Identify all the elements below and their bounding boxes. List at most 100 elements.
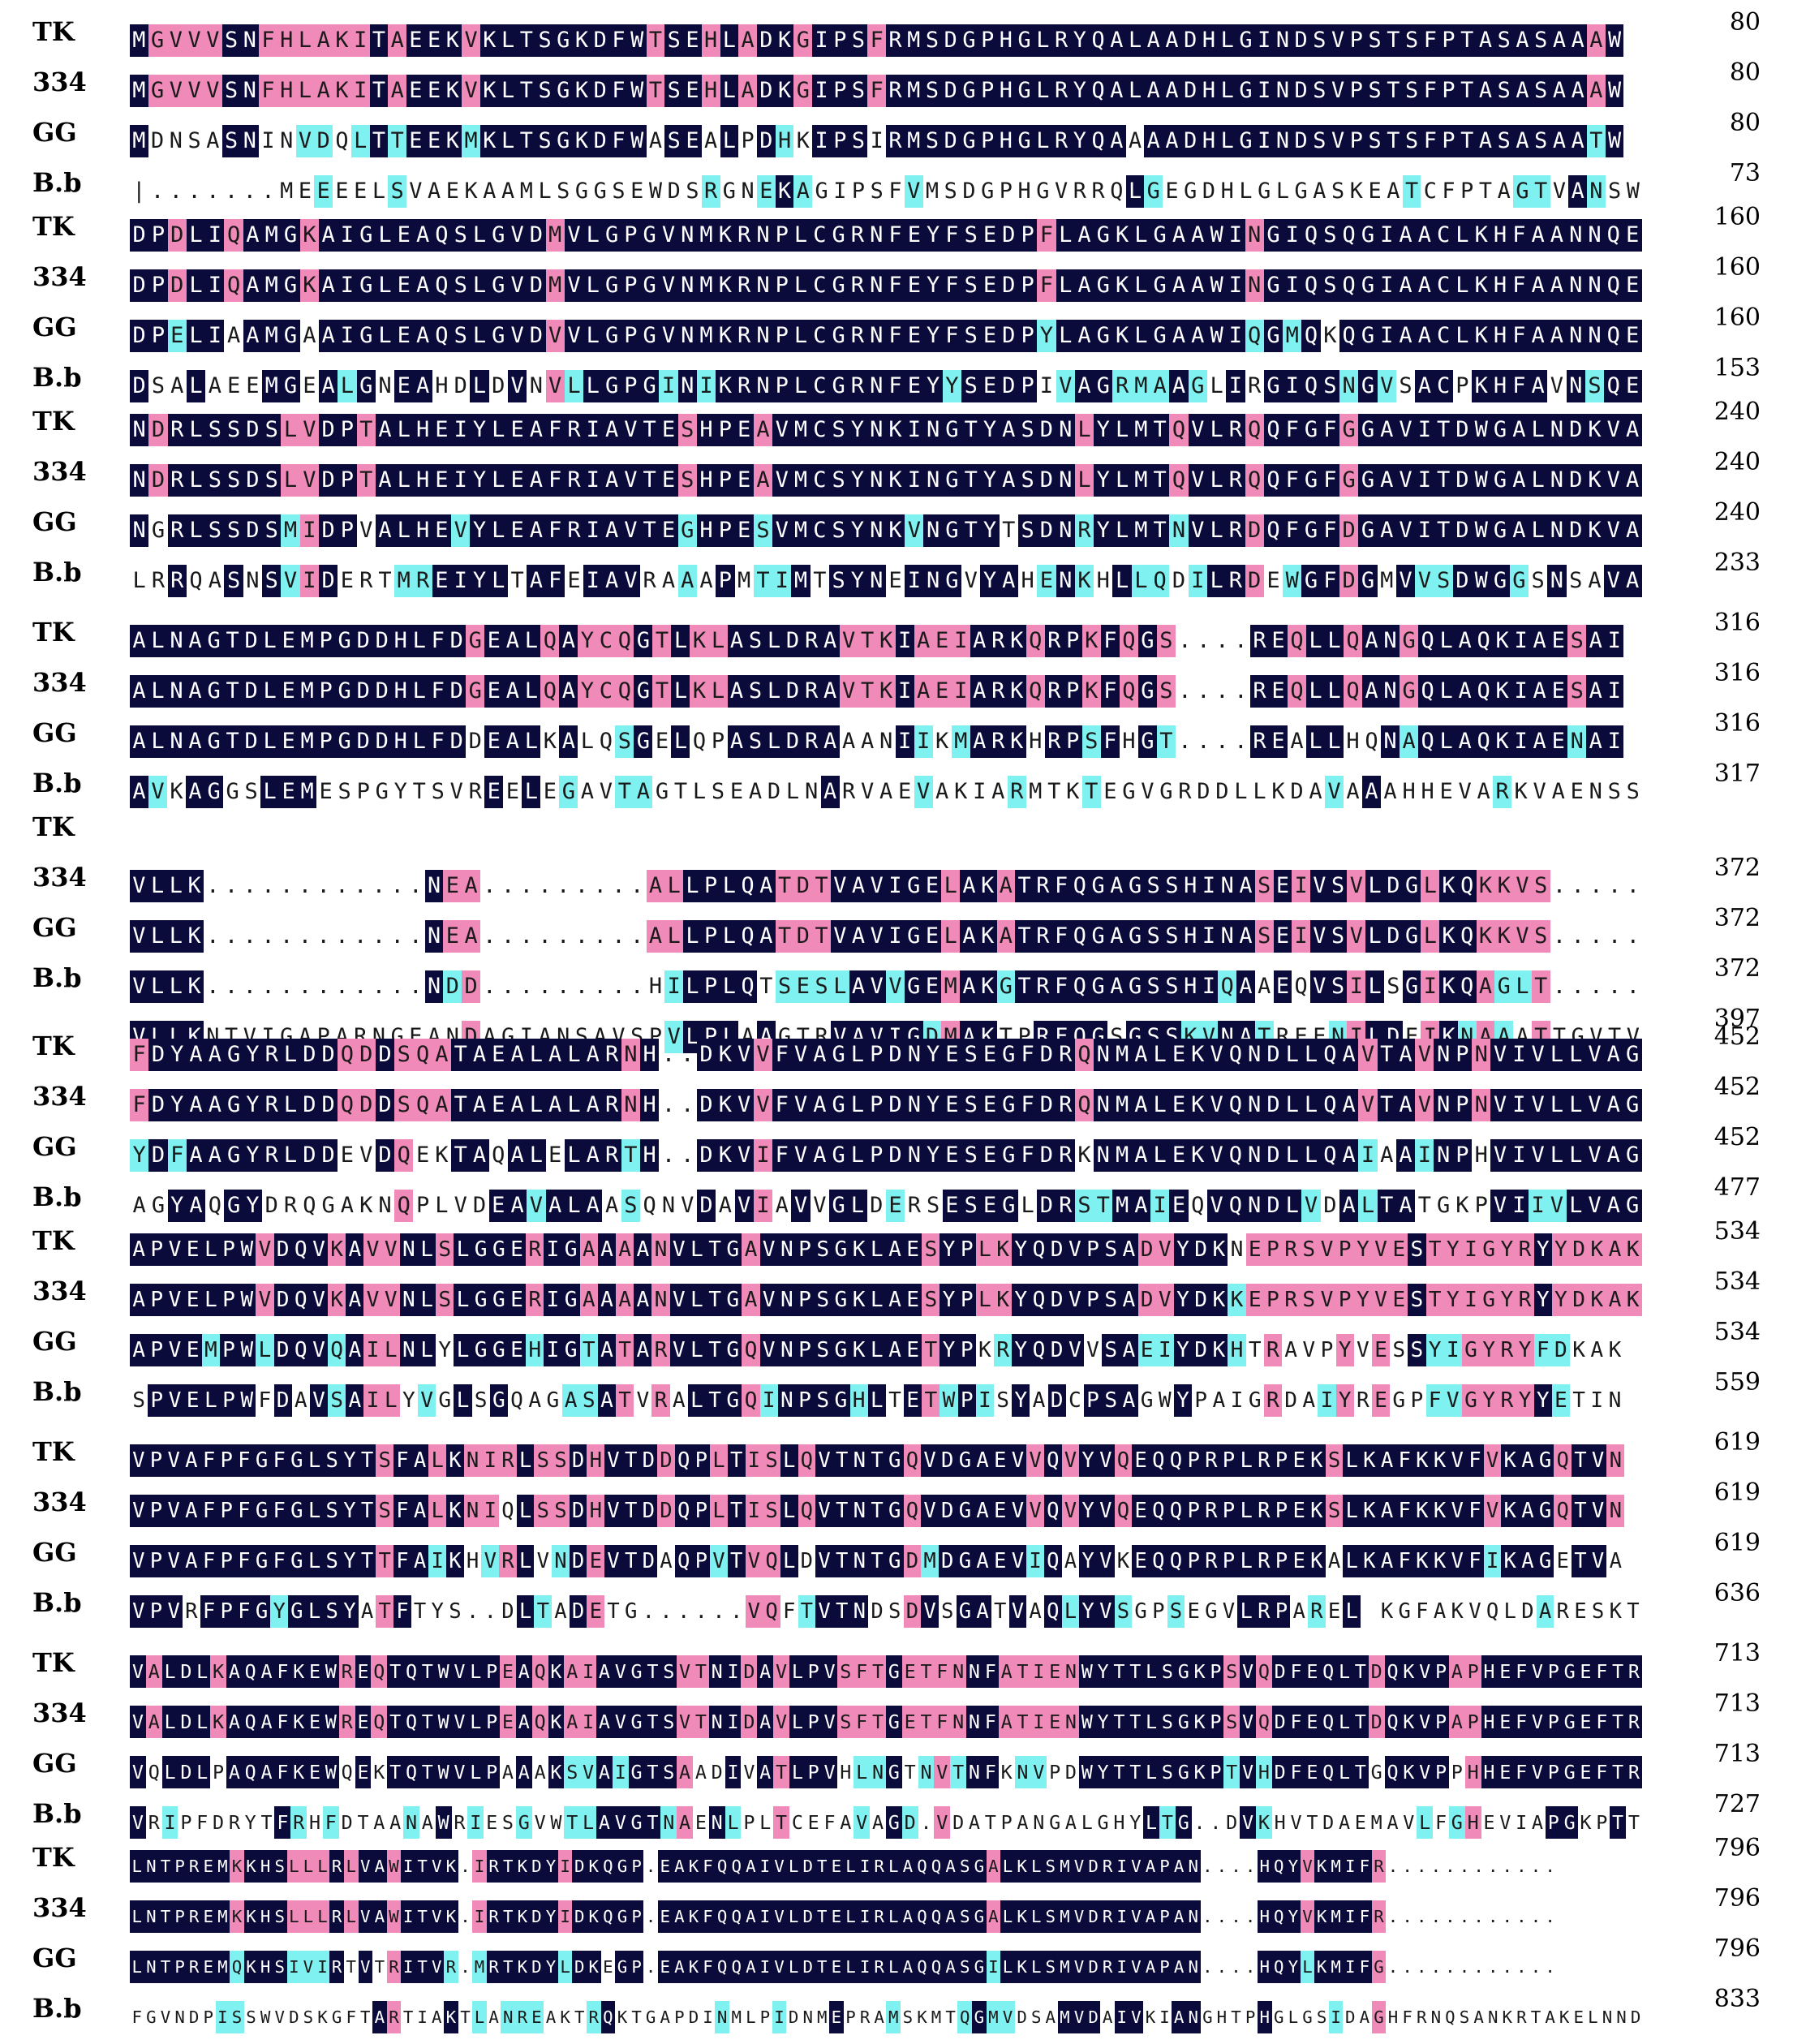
- position-number: 713: [1713, 1639, 1761, 1667]
- sequence-label: GG: [32, 717, 77, 748]
- sequence-label: B.b: [32, 768, 82, 798]
- position-number: 796: [1713, 1934, 1761, 1963]
- position-number: 477: [1713, 1173, 1761, 1202]
- sequence-label: 334: [32, 456, 87, 487]
- sequence-label: B.b: [32, 1798, 82, 1829]
- sequence-label: GG: [32, 312, 77, 342]
- sequence-label: GG: [32, 1748, 77, 1779]
- position-number: 80: [1729, 8, 1761, 37]
- sequence-label: B.b: [32, 1181, 82, 1212]
- position-number: 619: [1713, 1478, 1761, 1507]
- position-number: 160: [1713, 303, 1761, 332]
- sequence-label: 334: [32, 1081, 87, 1112]
- sequence-label: B.b: [32, 962, 82, 993]
- position-number: 160: [1713, 203, 1761, 231]
- position-number: 372: [1713, 904, 1761, 932]
- position-number: 372: [1713, 954, 1761, 983]
- sequence-row: |....... M E E E E L S V A E K A A M L S G G S E W D S R G N E K A G I P…: [130, 175, 1642, 208]
- sequence-label: 334: [32, 1276, 87, 1306]
- sequence-label: GG: [32, 506, 77, 537]
- position-number: 240: [1713, 498, 1761, 527]
- position-number: 397: [1713, 1005, 1761, 1033]
- sequence-label: B.b: [32, 362, 82, 393]
- sequence-label: B.b: [32, 557, 82, 587]
- position-number: 452: [1713, 1123, 1761, 1151]
- position-number: 452: [1713, 1073, 1761, 1101]
- position-number: 534: [1713, 1318, 1761, 1346]
- position-number: 80: [1729, 109, 1761, 137]
- position-number: 316: [1713, 659, 1761, 687]
- sequence-label: 334: [32, 1892, 87, 1923]
- position-number: 452: [1713, 1022, 1761, 1051]
- position-number: 636: [1713, 1579, 1761, 1607]
- position-number: 160: [1713, 253, 1761, 282]
- position-number: 73: [1729, 159, 1761, 187]
- position-number: 317: [1713, 760, 1761, 788]
- position-number: 316: [1713, 609, 1761, 637]
- position-number: 534: [1713, 1217, 1761, 1246]
- sequence-label: GG: [32, 1131, 77, 1162]
- position-number: 559: [1713, 1368, 1761, 1396]
- sequence-label: GG: [32, 1537, 77, 1568]
- sequence-label: GG: [32, 1943, 77, 1973]
- sequence-label: B.b: [32, 1376, 82, 1407]
- position-number: 713: [1713, 1689, 1761, 1718]
- position-number: 153: [1713, 354, 1761, 382]
- sequence-label: TK: [32, 1031, 75, 1061]
- sequence-label: 334: [32, 1698, 87, 1728]
- sequence-label: TK: [32, 1225, 75, 1256]
- sequence-label: TK: [32, 1842, 75, 1873]
- sequence-label: TK: [32, 1436, 75, 1467]
- sequence-label: GG: [32, 117, 77, 148]
- sequence-label: 334: [32, 667, 87, 698]
- position-number: 80: [1729, 58, 1761, 87]
- position-number: 619: [1713, 1529, 1761, 1557]
- sequence-label: B.b: [32, 167, 82, 198]
- sequence-label: B.b: [32, 1587, 82, 1618]
- position-number: 240: [1713, 398, 1761, 426]
- position-number: 316: [1713, 709, 1761, 738]
- sequence-label: 334: [32, 67, 87, 97]
- sequence-label: TK: [32, 1647, 75, 1678]
- sequence-label: GG: [32, 1326, 77, 1357]
- position-number: 727: [1713, 1790, 1761, 1818]
- sequence-label: GG: [32, 912, 77, 943]
- position-number: 233: [1713, 549, 1761, 577]
- sequence-label: TK: [32, 617, 75, 648]
- sequence-label: TK: [32, 16, 75, 47]
- sequence-label: TK: [32, 211, 75, 242]
- sequence-label: 334: [32, 261, 87, 292]
- position-number: 796: [1713, 1884, 1761, 1913]
